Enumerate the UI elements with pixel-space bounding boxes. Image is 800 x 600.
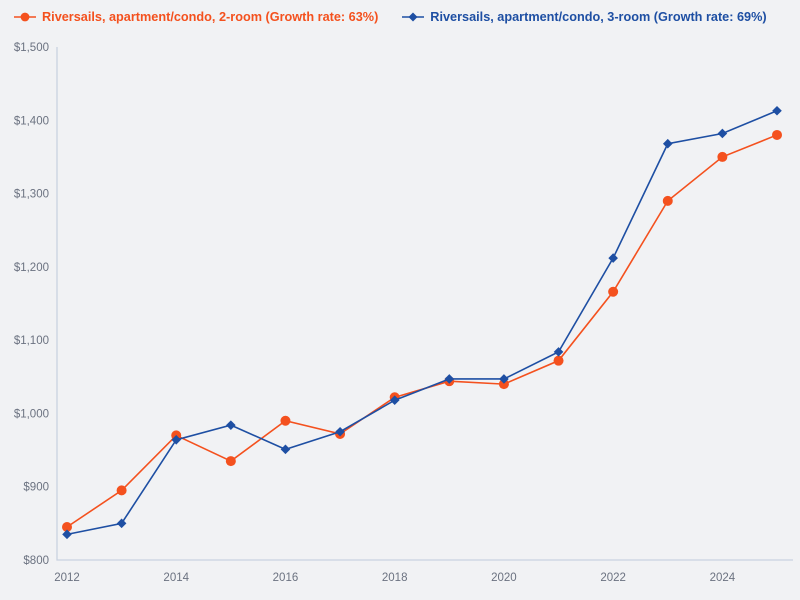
data-point-3-room-2013[interactable] [116, 518, 127, 529]
y-tick-label: $1,200 [14, 262, 49, 274]
data-point-2-room-2020[interactable] [498, 379, 509, 390]
line-diamond-marker-icon [402, 11, 425, 23]
x-tick-label: 2018 [382, 572, 408, 584]
data-point-3-room-2020[interactable] [499, 374, 509, 384]
legend-item-3-room[interactable]: Riversails, apartment/condo, 3-room (Gro… [402, 10, 767, 24]
data-point-2-room-2016[interactable] [280, 415, 291, 426]
x-tick-label: 2014 [163, 572, 189, 584]
legend-item-2-room[interactable]: Riversails, apartment/condo, 2-room (Gro… [14, 10, 378, 24]
x-tick-label: 2016 [273, 572, 299, 584]
data-point-2-room-2022[interactable] [608, 286, 619, 297]
data-point-3-room-2022[interactable] [608, 253, 618, 263]
series-3-room [62, 105, 782, 540]
data-point-3-room-2023[interactable] [662, 138, 673, 149]
x-tick-label: 2022 [600, 572, 626, 584]
y-tick-label: $1,300 [14, 189, 49, 201]
data-point-3-room-2014[interactable] [171, 435, 182, 445]
data-point-2-room-2013[interactable] [116, 485, 127, 496]
series-line [66, 110, 778, 536]
legend-label-3-room: Riversails, apartment/condo, 3-room (Gro… [430, 10, 767, 24]
data-point-2-room-2023[interactable] [662, 195, 673, 206]
data-point-2-room-2012[interactable] [62, 522, 72, 533]
chart-legend: Riversails, apartment/condo, 2-room (Gro… [14, 10, 767, 24]
y-tick-label: $800 [23, 555, 49, 567]
data-point-3-room-2018[interactable] [389, 395, 400, 406]
line-circle-marker-icon [14, 11, 36, 23]
data-point-2-room-2015[interactable] [225, 456, 236, 467]
series-2-room [62, 129, 782, 533]
y-tick-label: $1,000 [14, 408, 49, 420]
y-tick-label: $900 [23, 482, 49, 494]
data-point-3-room-2021[interactable] [553, 347, 564, 357]
data-point-3-room-2017[interactable] [335, 426, 345, 437]
series-line [66, 134, 778, 528]
data-point-2-room-2024[interactable] [717, 151, 728, 162]
data-point-3-room-2016[interactable] [280, 444, 291, 455]
y-tick-label: $1,400 [14, 115, 49, 127]
x-tick-label: 2024 [710, 572, 736, 584]
data-point-3-room-2024[interactable] [717, 128, 728, 139]
data-point-2-room-2021[interactable] [553, 355, 564, 366]
data-point-2-room-2025[interactable] [772, 129, 782, 140]
legend-label-2-room: Riversails, apartment/condo, 2-room (Gro… [42, 10, 379, 24]
x-tick-label: 2012 [54, 572, 80, 584]
data-point-3-room-2019[interactable] [444, 374, 455, 384]
x-tick-label: 2020 [491, 572, 517, 584]
data-point-3-room-2015[interactable] [226, 420, 236, 430]
data-point-3-room-2025[interactable] [772, 105, 782, 116]
axis-lines [56, 47, 793, 561]
y-tick-label: $1,100 [14, 335, 49, 347]
y-tick-label: $1,500 [14, 42, 49, 54]
data-point-3-room-2012[interactable] [62, 529, 72, 540]
